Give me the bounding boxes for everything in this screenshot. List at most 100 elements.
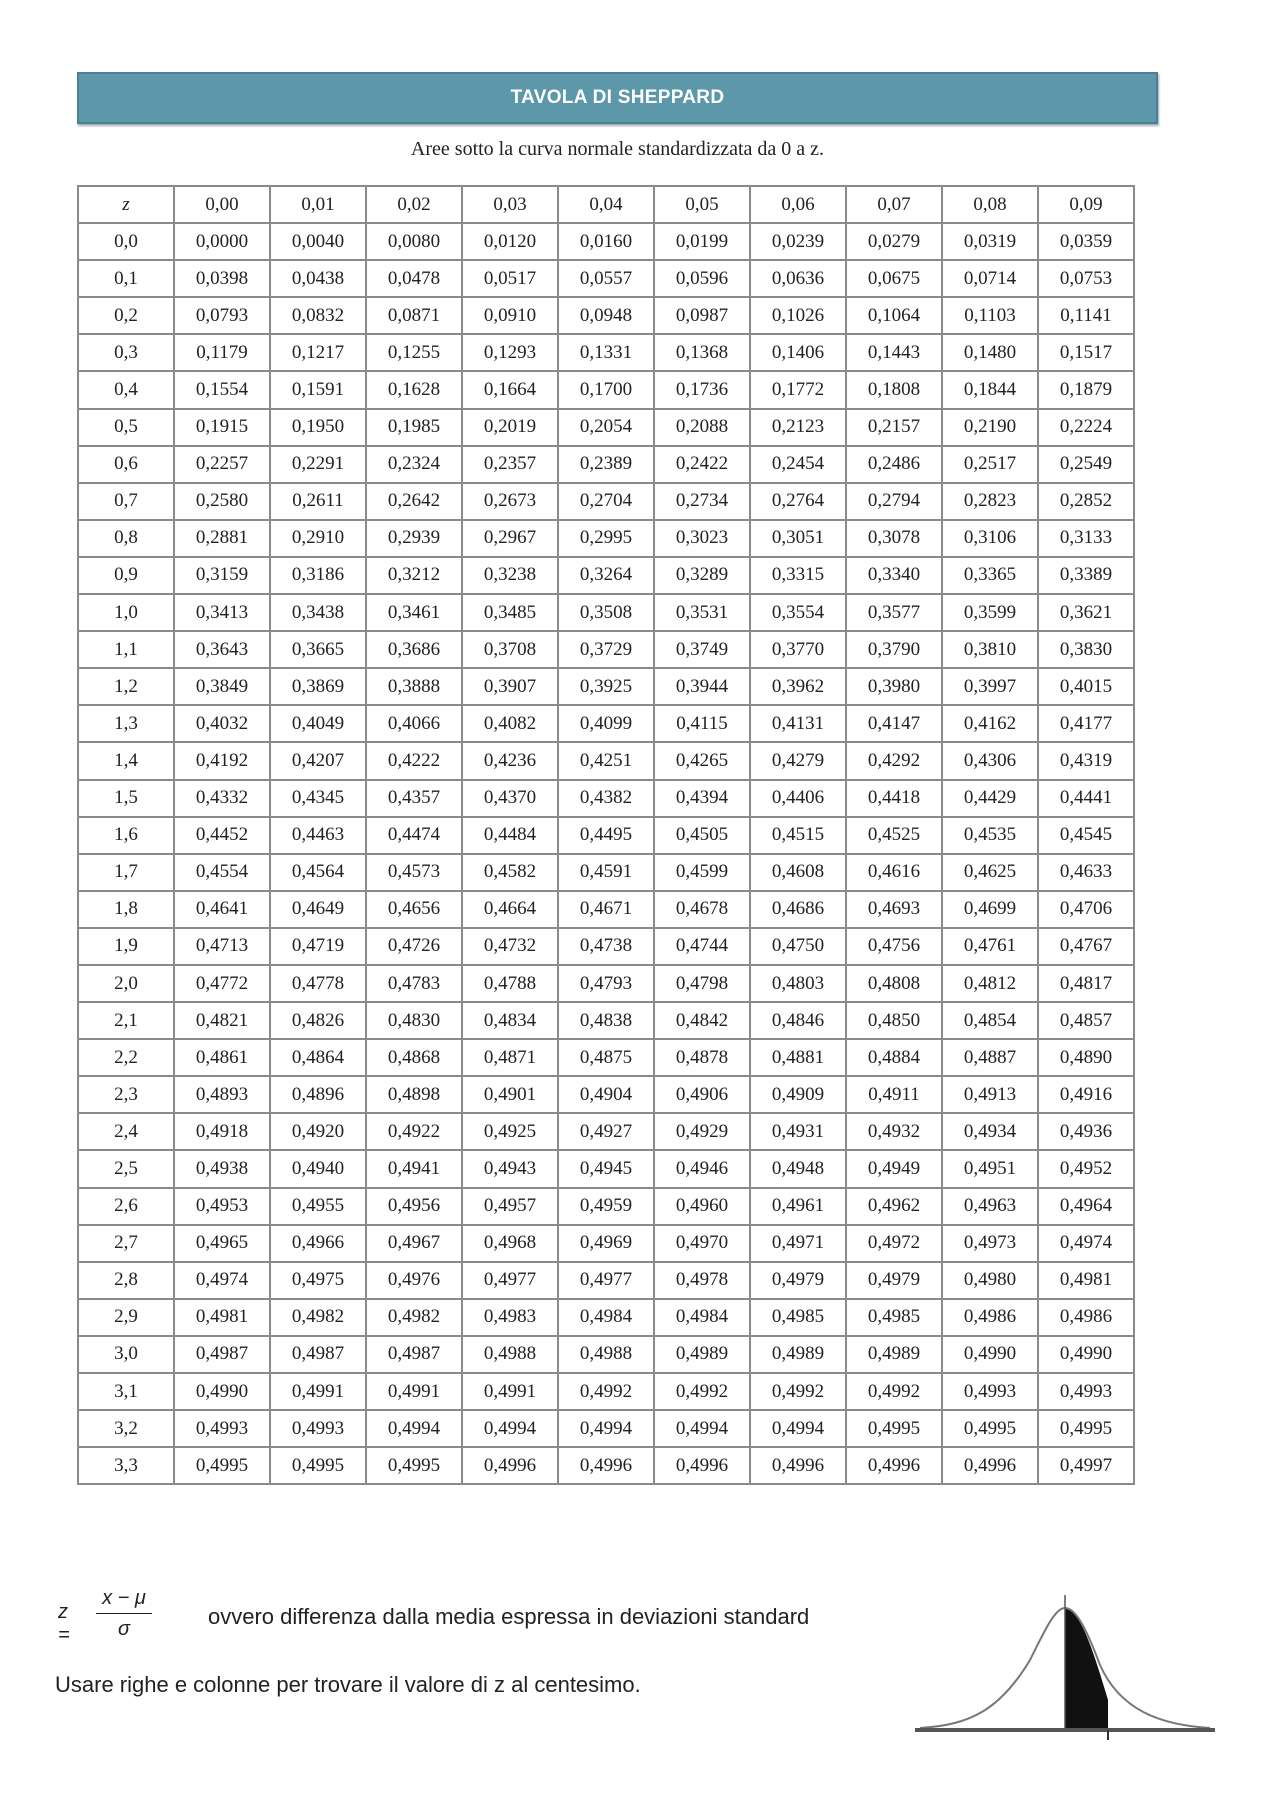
table-cell: 0,4901: [461, 1075, 559, 1115]
table-cell: 0,4994: [749, 1409, 847, 1449]
table-cell: 0,3461: [365, 593, 463, 633]
table-cell: 0,4756: [845, 926, 943, 966]
table-cell: 0,4980: [941, 1260, 1039, 1300]
table-cell: 0,4961: [749, 1186, 847, 1226]
table-row: 1,9 0,4713 0,4719 0,4726 0,4732 0,4738 0,4744 0…: [77, 926, 1135, 966]
table-cell: 0,2852: [1037, 481, 1135, 521]
table-cell: 0,4932: [845, 1112, 943, 1152]
table-cell: 0,4554: [173, 852, 271, 892]
table-cell: 0,4938: [173, 1149, 271, 1189]
row-header-z: 2,0: [77, 963, 175, 1004]
table-cell: 0,4838: [557, 1001, 655, 1041]
table-cell: 0,4967: [365, 1223, 463, 1263]
table-cell: 0,4821: [173, 1001, 271, 1041]
table-cell: 0,4963: [941, 1186, 1039, 1226]
column-header-z: z: [77, 184, 175, 225]
z-table: z 0,00 0,01 0,02 0,03 0,04 0,05 0,06 0,07 0,08 0,0…: [77, 184, 1135, 1486]
table-cell: 0,4699: [941, 889, 1039, 929]
table-cell: 0,4996: [653, 1446, 751, 1486]
table-cell: 0,4783: [365, 963, 463, 1004]
table-cell: 0,4987: [173, 1334, 271, 1375]
table-cell: 0,4418: [845, 778, 943, 818]
table-cell: 0,4911: [845, 1075, 943, 1115]
table-cell: 0,4671: [557, 889, 655, 929]
table-cell: 0,4994: [557, 1409, 655, 1449]
table-cell: 0,4913: [941, 1075, 1039, 1115]
table-cell: 0,0753: [1037, 259, 1135, 299]
row-header-z: 2,8: [77, 1260, 175, 1300]
column-header: 0,01: [269, 184, 367, 225]
table-cell: 0,3413: [173, 593, 271, 633]
row-header-z: 0,6: [77, 444, 175, 484]
table-cell: 0,4985: [749, 1297, 847, 1337]
title-bar: TAVOLA DI SHEPPARD: [77, 72, 1158, 124]
table-cell: 0,1443: [845, 333, 943, 373]
table-cell: 0,4357: [365, 778, 463, 818]
table-row: 2,1 0,4821 0,4826 0,4830 0,4834 0,4838 0,4842 0…: [77, 1001, 1135, 1041]
table-cell: 0,4830: [365, 1001, 463, 1041]
table-cell: 0,3186: [269, 555, 367, 596]
table-cell: 0,4893: [173, 1075, 271, 1115]
table-cell: 0,4864: [269, 1038, 367, 1078]
table-cell: 0,1628: [365, 370, 463, 410]
table-cell: 0,3554: [749, 593, 847, 633]
table-cell: 0,4989: [653, 1334, 751, 1375]
table-cell: 0,3051: [749, 518, 847, 558]
table-cell: 0,3621: [1037, 593, 1135, 633]
table-cell: 0,4931: [749, 1112, 847, 1152]
table-cell: 0,1915: [173, 407, 271, 447]
table-cell: 0,3289: [653, 555, 751, 596]
table-cell: 0,1064: [845, 296, 943, 336]
row-header-z: 3,1: [77, 1371, 175, 1412]
table-cell: 0,3907: [461, 667, 559, 707]
table-cell: 0,3708: [461, 630, 559, 670]
table-cell: 0,4997: [1037, 1446, 1135, 1486]
table-cell: 0,3365: [941, 555, 1039, 596]
table-cell: 0,3389: [1037, 555, 1135, 596]
table-cell: 0,2486: [845, 444, 943, 484]
table-cell: 0,4656: [365, 889, 463, 929]
table-cell: 0,4115: [653, 704, 751, 744]
table-cell: 0,4979: [749, 1260, 847, 1300]
row-header-z: 1,0: [77, 593, 175, 633]
table-cell: 0,1808: [845, 370, 943, 410]
table-cell: 0,4990: [1037, 1334, 1135, 1375]
table-cell: 0,4982: [365, 1297, 463, 1337]
table-cell: 0,2422: [653, 444, 751, 484]
table-cell: 0,1480: [941, 333, 1039, 373]
row-header-z: 3,3: [77, 1446, 175, 1486]
table-cell: 0,4898: [365, 1075, 463, 1115]
table-row: 0,8 0,2881 0,2910 0,2939 0,2967 0,2995 0,3023 0…: [77, 518, 1135, 558]
table-cell: 0,3133: [1037, 518, 1135, 558]
table-cell: 0,4032: [173, 704, 271, 744]
table-cell: 0,1217: [269, 333, 367, 373]
table-cell: 0,0080: [365, 222, 463, 262]
table-cell: 0,4678: [653, 889, 751, 929]
table-row: 3,2 0,4993 0,4993 0,4994 0,4994 0,4994 0,4994 0…: [77, 1409, 1135, 1449]
table-cell: 0,4177: [1037, 704, 1135, 744]
table-row: 1,0 0,3413 0,3438 0,3461 0,3485 0,3508 0,3531 0…: [77, 593, 1135, 633]
column-header: 0,04: [557, 184, 655, 225]
table-cell: 0,3340: [845, 555, 943, 596]
table-cell: 0,1141: [1037, 296, 1135, 336]
table-cell: 0,4066: [365, 704, 463, 744]
table-cell: 0,4463: [269, 815, 367, 855]
table-cell: 0,4452: [173, 815, 271, 855]
table-row: 0,7 0,2580 0,2611 0,2642 0,2673 0,2704 0,2734 0…: [77, 481, 1135, 521]
table-cell: 0,4995: [269, 1446, 367, 1486]
column-header: 0,07: [845, 184, 943, 225]
table-row: 3,1 0,4990 0,4991 0,4991 0,4991 0,4992 0,4992 0…: [77, 1371, 1135, 1412]
table-cell: 0,4988: [557, 1334, 655, 1375]
row-header-z: 3,0: [77, 1334, 175, 1375]
table-cell: 0,4979: [845, 1260, 943, 1300]
table-cell: 0,4429: [941, 778, 1039, 818]
table-cell: 0,2389: [557, 444, 655, 484]
table-cell: 0,4319: [1037, 741, 1135, 781]
table-cell: 0,0517: [461, 259, 559, 299]
table-cell: 0,4959: [557, 1186, 655, 1226]
table-cell: 0,2454: [749, 444, 847, 484]
table-row: 1,6 0,4452 0,4463 0,4474 0,4484 0,4495 0,4505 0…: [77, 815, 1135, 855]
table-cell: 0,4616: [845, 852, 943, 892]
table-cell: 0,4943: [461, 1149, 559, 1189]
table-cell: 0,4922: [365, 1112, 463, 1152]
